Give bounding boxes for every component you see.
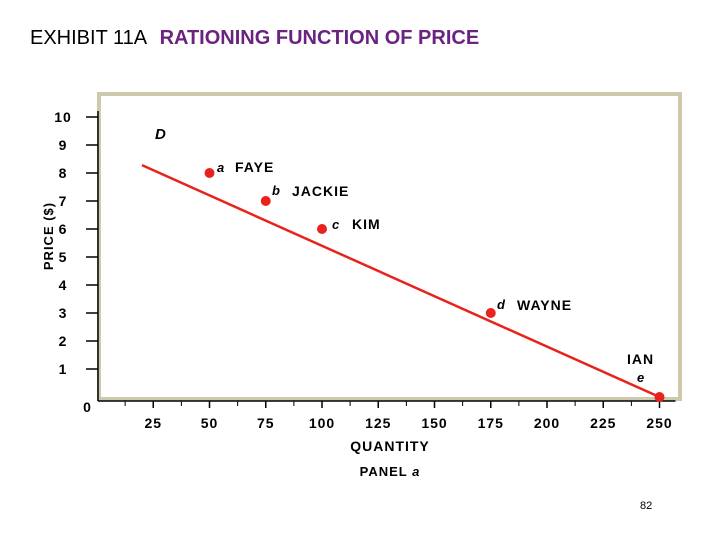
data-point-d bbox=[485, 308, 496, 318]
y-tick-label: 8 bbox=[59, 165, 68, 181]
x-tick-label: 125 bbox=[365, 415, 391, 431]
y-tick-label: 1 bbox=[59, 361, 68, 377]
plot-frame bbox=[97, 92, 682, 401]
data-point-e bbox=[654, 392, 665, 402]
x-tick-label: 25 bbox=[144, 415, 162, 431]
data-point-b bbox=[260, 196, 271, 206]
y-tick-label: 10 bbox=[54, 109, 72, 125]
point-letter-e: e bbox=[637, 370, 644, 385]
data-point-c bbox=[317, 224, 327, 234]
x-tick-label: 250 bbox=[646, 415, 672, 431]
y-tick-label: 4 bbox=[59, 277, 68, 293]
point-name-e: IAN bbox=[627, 351, 654, 367]
panel-label: PANEL a bbox=[360, 464, 421, 479]
x-tick-label: 75 bbox=[257, 415, 275, 431]
point-name-c: KIM bbox=[352, 216, 381, 232]
panel-letter: a bbox=[412, 464, 420, 479]
x-tick-label: 225 bbox=[590, 415, 616, 431]
y-tick-label: 5 bbox=[59, 249, 68, 265]
y-tick-label: 2 bbox=[59, 333, 68, 349]
x-tick-label: 150 bbox=[421, 415, 447, 431]
page-number: 82 bbox=[640, 500, 653, 512]
data-point-a bbox=[204, 168, 215, 178]
y-tick-label: 9 bbox=[59, 137, 68, 153]
y-axis-title: PRICE ($) bbox=[41, 202, 56, 270]
point-name-b: JACKIE bbox=[292, 183, 349, 199]
y-tick-label: 3 bbox=[59, 305, 68, 321]
exhibit-title: RATIONING FUNCTION OF PRICE bbox=[159, 27, 480, 49]
y-tick-label: 6 bbox=[59, 221, 68, 237]
x-tick-label: 175 bbox=[478, 415, 504, 431]
origin-label: 0 bbox=[83, 399, 91, 415]
y-tick-label: 7 bbox=[59, 193, 68, 209]
x-axis-title: QUANTITY bbox=[350, 438, 430, 454]
point-name-d: WAYNE bbox=[517, 297, 572, 313]
point-name-a: FAYE bbox=[235, 159, 274, 175]
x-tick-label: 100 bbox=[309, 415, 335, 431]
exhibit-label: EXHIBIT 11A bbox=[30, 27, 146, 49]
x-tick-label: 200 bbox=[534, 415, 560, 431]
slide-title: EXHIBIT 11A RATIONING FUNCTION OF PRICE bbox=[30, 26, 479, 50]
point-letter-b: b bbox=[272, 183, 280, 198]
curve-label: D bbox=[155, 126, 166, 143]
demand-line bbox=[141, 164, 661, 399]
point-letter-a: a bbox=[217, 160, 224, 175]
point-letter-c: c bbox=[332, 217, 340, 232]
panel-word: PANEL bbox=[360, 464, 412, 479]
point-letter-d: d bbox=[497, 297, 506, 312]
x-tick-label: 50 bbox=[201, 415, 219, 431]
